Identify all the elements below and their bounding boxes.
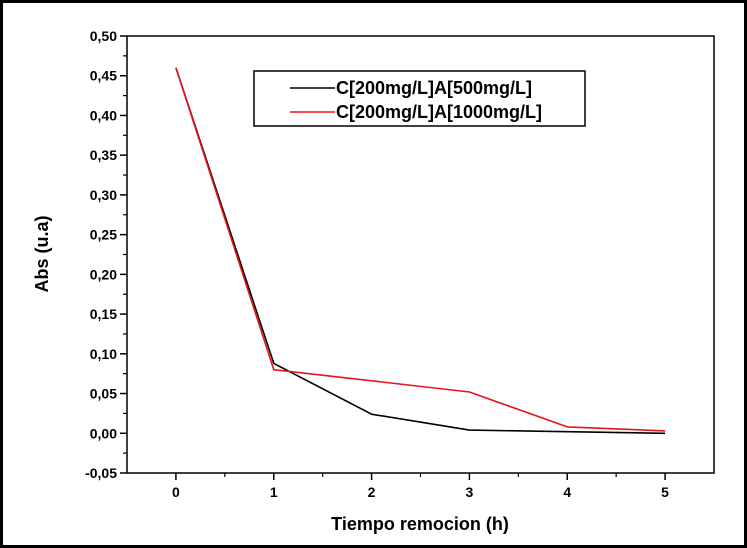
- x-tick-label: 0: [172, 484, 180, 500]
- y-tick-label: -0,05: [85, 465, 117, 481]
- y-tick-label: 0,10: [90, 346, 117, 362]
- x-tick-label: 3: [466, 484, 474, 500]
- x-tick-label: 4: [563, 484, 571, 500]
- x-tick-label: 2: [368, 484, 376, 500]
- series-line-2: [175, 67, 666, 432]
- y-axis-title: Abs (u.a): [32, 215, 52, 292]
- x-tick-label: 5: [661, 484, 669, 500]
- legend: C[200mg/L]A[500mg/L] C[200mg/L]A[1000mg/…: [253, 70, 586, 127]
- y-tick-label: 0,40: [90, 107, 117, 123]
- legend-label-black: C[200mg/L]A[500mg/L]: [336, 78, 532, 98]
- legend-label-red: C[200mg/L]A[1000mg/L]: [336, 102, 542, 122]
- y-tick-label: 0,15: [90, 306, 117, 322]
- y-tick-label: 0,35: [90, 147, 117, 163]
- y-tick-label: 0,50: [90, 28, 117, 44]
- legend-box: [253, 70, 586, 127]
- y-tick-label: 0,05: [90, 386, 117, 402]
- y-tick-label: 0,25: [90, 227, 117, 243]
- series-line-1: [175, 67, 666, 435]
- y-tick-label: 0,00: [90, 425, 117, 441]
- y-tick-label: 0,20: [90, 266, 117, 282]
- y-tick-label: 0,30: [90, 187, 117, 203]
- y-tick-label: 0,45: [90, 68, 117, 84]
- x-tick-label: 1: [270, 484, 278, 500]
- x-axis-title: Tiempo remocion (h): [331, 514, 509, 534]
